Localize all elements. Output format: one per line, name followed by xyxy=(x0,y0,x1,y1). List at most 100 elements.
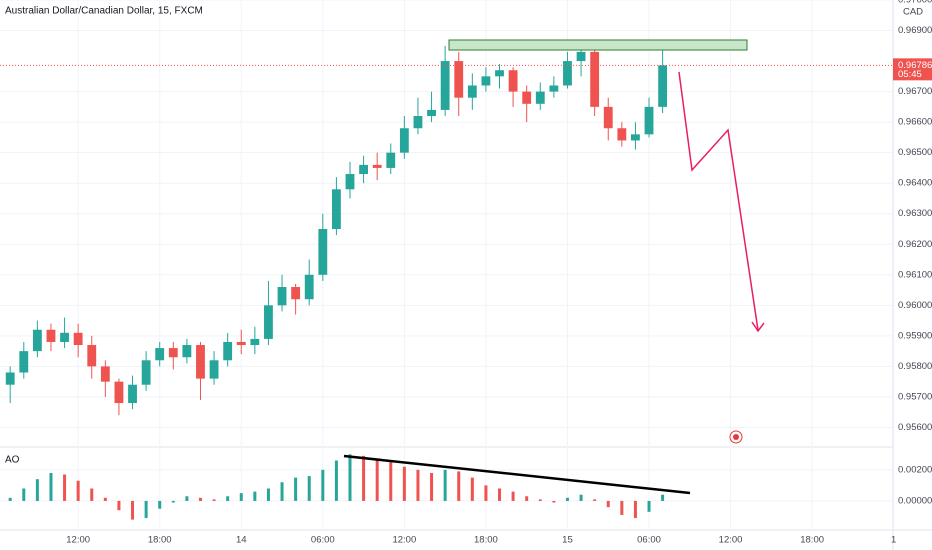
candle-body xyxy=(196,345,205,379)
candle-body xyxy=(331,189,341,229)
ao-bar xyxy=(280,482,284,501)
candle-body xyxy=(128,384,137,404)
ao-bar xyxy=(253,491,257,501)
candle-body xyxy=(549,85,559,92)
candle-body xyxy=(467,85,477,98)
candle-body xyxy=(359,164,369,175)
y-tick-label: 0.96100 xyxy=(898,269,932,280)
ao-bar xyxy=(375,458,379,501)
chart-title: Australian Dollar/Canadian Dollar, 15, F… xyxy=(5,6,203,17)
x-tick-label: 18:00 xyxy=(148,535,172,546)
ao-bar xyxy=(647,500,651,512)
x-tick-label: 15 xyxy=(562,535,573,546)
candle-body xyxy=(603,106,613,129)
y-tick-label: 0.95600 xyxy=(898,422,932,433)
candle-body xyxy=(32,329,42,352)
candle-body xyxy=(658,65,668,107)
candle-body xyxy=(413,116,423,129)
candle-body xyxy=(73,332,83,346)
candle-body xyxy=(250,338,260,346)
y-tick-label: 0.00200 xyxy=(898,464,932,475)
ao-bar xyxy=(430,472,434,501)
candle-body xyxy=(182,345,192,358)
plot xyxy=(0,0,895,530)
ao-bar xyxy=(443,469,447,501)
ao-bar xyxy=(239,493,243,501)
ao-bar xyxy=(76,480,80,501)
y-tick-label: 0.96700 xyxy=(898,86,932,97)
countdown: 05:45 xyxy=(898,69,922,80)
trend-line xyxy=(343,454,691,495)
candle-body xyxy=(100,366,110,382)
ao-bar xyxy=(402,466,406,501)
candle-body xyxy=(209,360,219,379)
projection-arrow xyxy=(678,71,759,331)
candle-body xyxy=(60,332,69,342)
ao-bar xyxy=(348,454,352,501)
ao-bar xyxy=(321,469,325,501)
candle-body xyxy=(508,70,518,92)
x-tick-label: 12:00 xyxy=(392,535,416,546)
ao-bar xyxy=(565,497,569,501)
y-tick-label: 0.96500 xyxy=(898,147,932,158)
y-tick-label: 0.97000 xyxy=(898,0,932,6)
x-tick-label: 06:00 xyxy=(637,535,661,546)
candle-body xyxy=(318,228,328,275)
ao-bar xyxy=(266,488,270,501)
x-tick-label: 06:00 xyxy=(311,535,335,546)
candle-body xyxy=(399,128,409,153)
resistance-zone xyxy=(448,39,748,51)
ao-bar xyxy=(49,472,53,501)
ao-bar xyxy=(307,476,311,501)
candle-body xyxy=(454,61,464,98)
ao-bar xyxy=(470,477,474,501)
ao-bar xyxy=(103,497,107,501)
candle-body xyxy=(114,381,124,404)
ao-bar xyxy=(294,477,298,501)
candle-body xyxy=(631,134,640,141)
candle-body xyxy=(535,91,545,104)
candle-body xyxy=(304,274,314,300)
candle-body xyxy=(155,348,165,361)
ao-bar xyxy=(606,500,610,508)
ao-bar xyxy=(484,485,488,501)
arrow-head xyxy=(751,321,765,333)
currency: CAD xyxy=(903,7,923,18)
candle-body xyxy=(617,128,627,141)
candle-body xyxy=(277,287,287,306)
ao-bar xyxy=(620,500,624,515)
ao-bar xyxy=(171,500,175,503)
ao-bar xyxy=(8,497,12,501)
ao-bar xyxy=(389,462,393,501)
y-tick-label: 0.00000 xyxy=(898,495,932,506)
candle-body xyxy=(495,70,504,77)
ao-bar xyxy=(579,494,583,501)
ao-bar xyxy=(457,471,461,501)
candle-body xyxy=(386,152,396,168)
ao-bar xyxy=(226,496,230,501)
ao-bar xyxy=(22,488,26,501)
candle-body xyxy=(563,61,572,86)
ao-bar xyxy=(498,488,502,501)
candle-body xyxy=(19,351,29,373)
y-tick-label: 0.96200 xyxy=(898,239,932,250)
x-tick-label: 14 xyxy=(236,535,247,546)
ao-bar xyxy=(552,500,556,503)
candle-body xyxy=(168,348,178,358)
ao-bar xyxy=(525,496,529,501)
indicator-name: AO xyxy=(5,455,20,466)
x-tick-label: 1 xyxy=(891,535,896,546)
x-tick-label: 18:00 xyxy=(474,535,498,546)
ao-bar xyxy=(633,500,637,519)
price-tag xyxy=(893,58,932,81)
ao-bar xyxy=(212,499,216,501)
x-tick-label: 12:00 xyxy=(719,535,743,546)
ao-bar xyxy=(538,499,542,501)
x-tick-label: 18:00 xyxy=(800,535,824,546)
ao-bar xyxy=(185,496,189,501)
candle-body xyxy=(87,345,97,367)
ao-bar xyxy=(158,500,162,509)
candle-body xyxy=(5,372,15,385)
x-tick-label: 12:00 xyxy=(66,535,90,546)
